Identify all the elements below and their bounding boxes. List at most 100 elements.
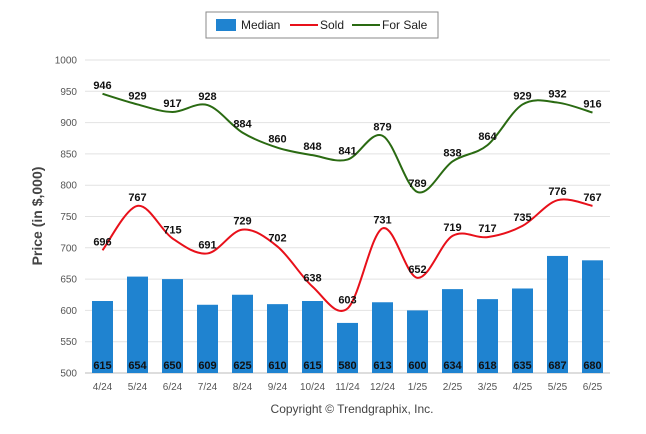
median-bar [127, 276, 148, 373]
x-tick-label: 6/24 [163, 382, 183, 393]
data-labels: 615 654 650 609 625 610 615 580 613 600 634 618 635 6… [93, 80, 601, 372]
median-bar [302, 301, 323, 373]
for-sale-value-label: 928 [198, 91, 216, 103]
y-tick-label: 700 [60, 243, 77, 254]
for-sale-value-label: 932 [548, 89, 566, 101]
for-sale-value-label: 946 [93, 80, 111, 92]
legend-box [205, 11, 439, 39]
sold-value-label: 731 [373, 214, 391, 226]
median-value-label: 650 [163, 360, 181, 372]
sold-value-label: 719 [443, 222, 461, 234]
sold-value-label: 767 [583, 192, 601, 204]
median-bar [442, 289, 463, 373]
y-tick-label: 550 [60, 337, 77, 348]
x-tick-label: 4/24 [93, 382, 113, 393]
y-tick-label: 800 [60, 181, 77, 192]
median-bar [512, 288, 533, 373]
sold-value-label: 715 [163, 224, 181, 236]
y-tick-label: 650 [60, 275, 77, 286]
x-tick-label: 5/24 [128, 382, 148, 393]
x-tick-label: 8/24 [233, 382, 253, 393]
legend-median-swatch [216, 19, 236, 31]
x-tick-label: 11/24 [335, 382, 360, 393]
median-bar [407, 310, 428, 373]
median-bars [92, 255, 603, 373]
gridlines [85, 59, 610, 374]
y-tick-label: 500 [60, 369, 77, 380]
sold-value-label: 603 [338, 295, 356, 307]
for-sale-value-label: 860 [268, 134, 286, 146]
y-tick-label: 1000 [55, 56, 78, 67]
for-sale-value-label: 916 [583, 99, 601, 111]
y-tick-label: 850 [60, 149, 77, 160]
median-value-label: 680 [583, 360, 601, 372]
median-value-label: 635 [513, 360, 531, 372]
for-sale-value-label: 879 [373, 122, 391, 134]
median-value-label: 580 [338, 360, 356, 372]
legend-median-label: Median [241, 18, 280, 32]
sold-value-label: 729 [233, 216, 251, 228]
median-value-label: 618 [478, 360, 496, 372]
x-tick-label: 3/25 [478, 382, 498, 393]
sold-value-label: 696 [93, 236, 111, 248]
for-sale-value-label: 864 [478, 131, 497, 143]
sold-value-label: 652 [408, 264, 426, 276]
y-tick-label: 950 [60, 87, 77, 98]
median-bar [162, 279, 183, 373]
median-value-label: 610 [268, 360, 286, 372]
median-bar [232, 294, 253, 373]
sold-value-label: 638 [303, 273, 321, 285]
x-axis-ticks: 4/24 5/24 6/24 7/24 8/24 9/24 10/24 11/24 12/24 1… [93, 382, 603, 393]
for-sale-value-label: 929 [513, 90, 531, 102]
median-value-label: 600 [408, 360, 426, 372]
line-series [101, 92, 593, 312]
for-sale-value-label: 789 [408, 178, 426, 190]
for-sale-value-label: 929 [128, 90, 146, 102]
legend-forsale-label: For Sale [382, 18, 428, 32]
y-tick-label: 900 [60, 118, 77, 129]
x-tick-label: 4/25 [513, 382, 533, 393]
legend-sold-label: Sold [320, 18, 344, 32]
median-bar [92, 301, 113, 373]
for-sale-value-label: 848 [303, 141, 321, 153]
copyright-footer: Copyright © Trendgraphix, Inc. [271, 402, 434, 416]
median-bar [372, 302, 393, 373]
median-bar [197, 304, 218, 373]
x-tick-label: 10/24 [300, 382, 325, 393]
sold-value-label: 767 [128, 192, 146, 204]
sold-value-label: 691 [198, 239, 216, 251]
median-value-label: 687 [548, 360, 566, 372]
median-value-label: 615 [93, 360, 111, 372]
median-bar [337, 322, 358, 373]
x-tick-label: 12/24 [370, 382, 395, 393]
sold-line [101, 198, 593, 312]
sold-value-label: 735 [513, 212, 531, 224]
for-sale-value-label: 884 [233, 119, 252, 131]
for-sale-value-label: 841 [338, 146, 356, 158]
y-tick-label: 750 [60, 212, 77, 223]
x-tick-label: 1/25 [408, 382, 428, 393]
median-value-label: 654 [128, 360, 147, 372]
median-bar [547, 255, 568, 373]
median-bar [477, 299, 498, 373]
median-bar [582, 260, 603, 373]
y-axis-ticks: 500 550 600 650 700 750 800 850 900 950 1000 [55, 56, 78, 380]
for-sale-value-label: 838 [443, 147, 461, 159]
median-value-label: 615 [303, 360, 321, 372]
for-sale-line [102, 92, 593, 194]
sold-value-label: 702 [268, 233, 286, 245]
x-tick-label: 2/25 [443, 382, 463, 393]
median-value-label: 613 [373, 360, 391, 372]
x-tick-label: 5/25 [548, 382, 568, 393]
y-tick-label: 600 [60, 306, 77, 317]
median-bar [267, 304, 288, 373]
median-value-label: 625 [233, 360, 251, 372]
x-tick-label: 9/24 [268, 382, 288, 393]
legend: Median Sold For Sale [205, 11, 439, 39]
for-sale-value-label: 917 [163, 98, 181, 110]
x-tick-label: 7/24 [198, 382, 218, 393]
median-value-label: 609 [198, 360, 216, 372]
sold-value-label: 776 [548, 186, 566, 198]
y-axis-label: Price (in $,000) [29, 167, 45, 266]
